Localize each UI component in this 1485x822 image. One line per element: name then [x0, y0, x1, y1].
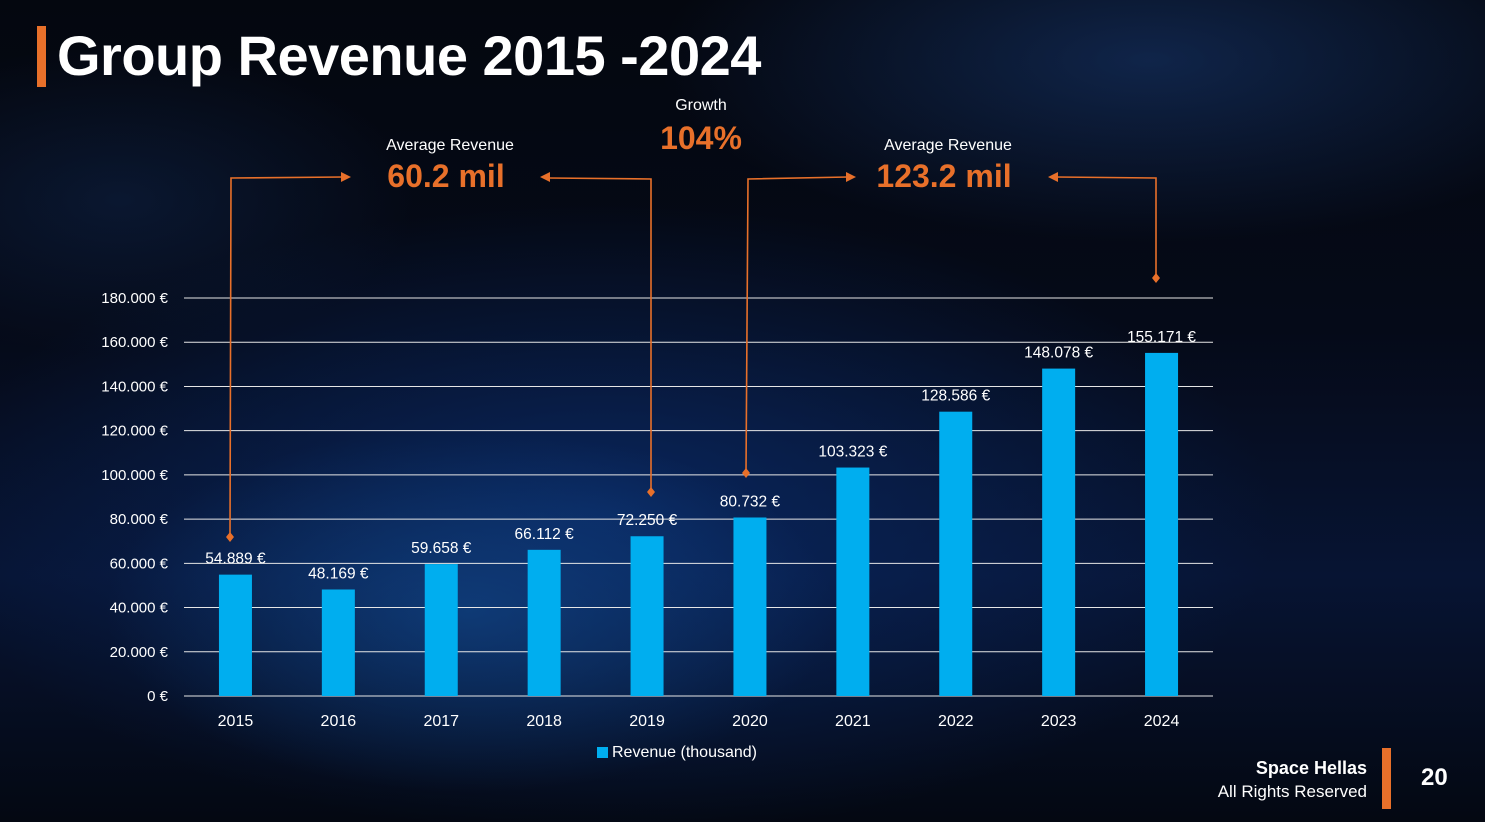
page-number: 20	[1421, 764, 1448, 791]
x-axis-ticks: 2015 2016 2017 2018 2019 2020 2021 2022 2023 2024	[218, 713, 1180, 730]
legend-swatch-icon	[597, 747, 608, 758]
title-accent-bar	[37, 26, 46, 87]
bar-2019	[630, 536, 664, 696]
x-tick-label: 2022	[938, 713, 974, 730]
gridlines	[184, 297, 1213, 697]
bar-2020	[733, 517, 767, 696]
bar-2024	[1145, 352, 1179, 696]
bar-2023	[1042, 368, 1076, 696]
legend-label: Revenue (thousand)	[612, 744, 757, 761]
avg-revenue-second-value: 123.2 mil	[876, 158, 1012, 194]
x-tick-label: 2016	[321, 713, 357, 730]
data-label-2016: 48.169 €	[308, 565, 369, 582]
diamond-marker-icon	[226, 532, 234, 542]
footer-brand: Space Hellas	[1255, 758, 1367, 778]
arrowhead-icon	[540, 172, 550, 182]
x-tick-label: 2018	[526, 713, 562, 730]
data-label-2017: 59.658 €	[411, 540, 472, 557]
callout-arrows	[226, 172, 1160, 542]
x-tick-label: 2015	[218, 713, 254, 730]
data-label-2022: 128.586 €	[921, 388, 990, 405]
x-tick-label: 2024	[1144, 713, 1180, 730]
bar-2021	[836, 467, 870, 696]
data-label-2024: 155.171 €	[1127, 329, 1196, 346]
footer-rights: All Rights Reserved	[1217, 782, 1367, 801]
diamond-marker-icon	[742, 468, 750, 478]
arrow-2024-to-avg-second	[1055, 176, 1157, 278]
chart-legend: Revenue (thousand)	[597, 744, 757, 762]
avg-revenue-first-label: Average Revenue	[386, 137, 514, 154]
data-label-2021: 103.323 €	[818, 444, 887, 461]
bar-2018	[527, 549, 561, 696]
bar-2022	[939, 411, 973, 696]
arrowhead-icon	[1048, 172, 1058, 182]
x-tick-label: 2020	[732, 713, 768, 730]
bars	[218, 352, 1179, 696]
y-tick-label: 120.000 €	[101, 423, 168, 440]
x-tick-label: 2023	[1041, 713, 1077, 730]
arrow-2019-to-avg-first	[547, 177, 652, 492]
y-axis-ticks: 0 € 20.000 € 40.000 € 60.000 € 80.000 € 100.0…	[101, 290, 168, 705]
x-tick-label: 2019	[629, 713, 665, 730]
data-label-2023: 148.078 €	[1024, 345, 1093, 362]
arrowhead-icon	[846, 172, 856, 182]
growth-value: 104%	[660, 120, 742, 156]
y-tick-label: 60.000 €	[110, 555, 169, 572]
bar-2015	[218, 574, 252, 696]
y-tick-label: 160.000 €	[101, 334, 168, 351]
slide-title: Group Revenue 2015 -2024	[57, 24, 761, 87]
y-tick-label: 140.000 €	[101, 378, 168, 395]
data-label-2018: 66.112 €	[515, 526, 575, 543]
y-tick-label: 20.000 €	[110, 644, 169, 661]
y-tick-label: 0 €	[147, 688, 169, 705]
bar-2016	[321, 589, 355, 696]
diamond-marker-icon	[647, 487, 655, 497]
data-labels: 54.889 € 48.169 € 59.658 € 66.112 € 72.250 €…	[205, 329, 1196, 583]
x-tick-label: 2021	[835, 713, 871, 730]
bar-2017	[424, 564, 458, 696]
data-label-2020: 80.732 €	[720, 493, 781, 510]
arrow-2020-to-avg-second	[745, 176, 849, 474]
footer-accent-bar	[1382, 748, 1391, 809]
arrow-2015-to-avg-first	[229, 176, 344, 538]
growth-label: Growth	[675, 97, 727, 114]
avg-revenue-first-value: 60.2 mil	[387, 158, 505, 194]
y-tick-label: 180.000 €	[101, 290, 168, 307]
y-tick-label: 80.000 €	[110, 511, 169, 528]
arrowhead-icon	[341, 172, 351, 182]
y-tick-label: 40.000 €	[110, 600, 169, 617]
y-tick-label: 100.000 €	[101, 467, 168, 484]
data-label-2019: 72.250 €	[617, 512, 678, 529]
diamond-marker-icon	[1152, 273, 1160, 283]
avg-revenue-second-label: Average Revenue	[884, 137, 1012, 154]
data-label-2015: 54.889 €	[205, 551, 266, 568]
x-tick-label: 2017	[423, 713, 459, 730]
